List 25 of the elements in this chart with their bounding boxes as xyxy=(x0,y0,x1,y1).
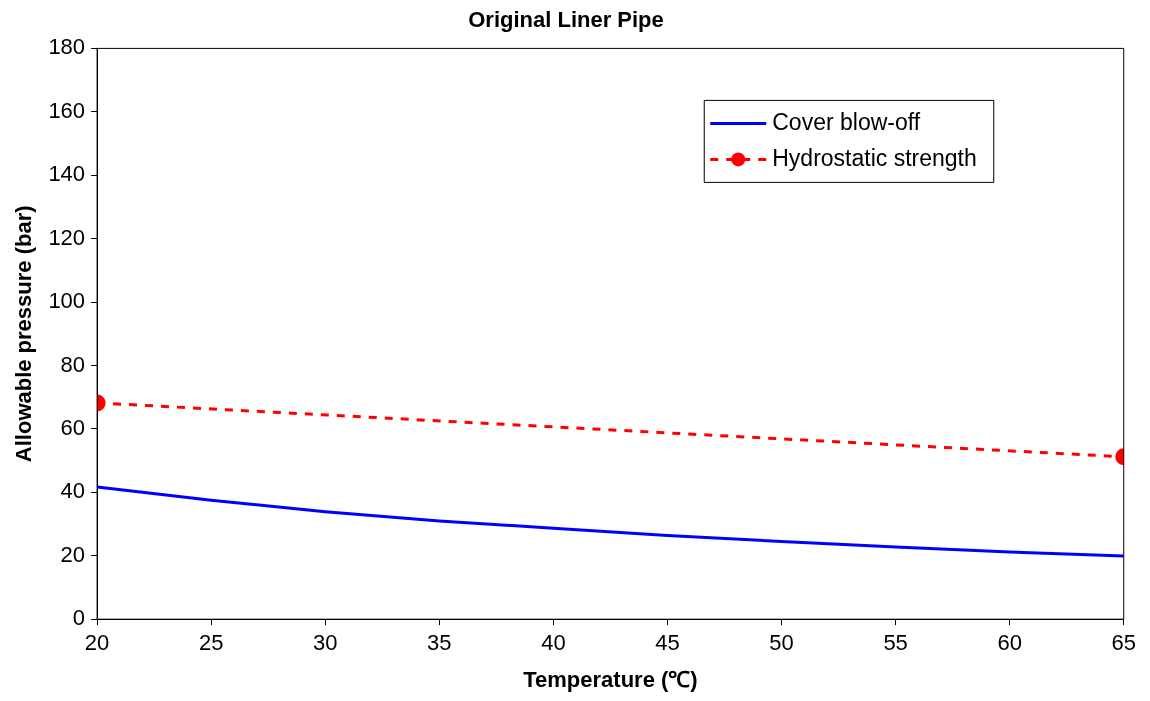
x-tick-label: 35 xyxy=(427,630,452,656)
y-tick-label: 140 xyxy=(48,161,86,187)
legend-label: Hydrostatic strength xyxy=(772,144,977,171)
y-tick-label: 20 xyxy=(60,541,86,567)
x-axis-title: Temperature (℃) xyxy=(523,666,698,692)
y-tick-label: 0 xyxy=(72,605,86,631)
y-tick-label: 40 xyxy=(60,478,86,504)
x-tick-label: 25 xyxy=(198,630,224,656)
x-tick-label: 55 xyxy=(883,630,908,656)
x-tick-label: 50 xyxy=(769,630,794,656)
x-tick-label: 65 xyxy=(1111,630,1137,656)
x-tick-label: 20 xyxy=(84,630,110,656)
y-tick-label: 120 xyxy=(48,224,86,250)
y-tick-label: 100 xyxy=(48,288,86,314)
y-axis-title: Allowable pressure (bar) xyxy=(11,205,37,463)
legend-label: Cover blow-off xyxy=(772,108,921,135)
x-tick-label: 30 xyxy=(313,630,338,656)
chart-title: Original Liner Pipe xyxy=(468,7,664,33)
y-tick-label: 180 xyxy=(48,34,86,60)
x-tick-label: 45 xyxy=(655,630,680,656)
x-tick-label: 60 xyxy=(997,630,1022,656)
y-tick-label: 160 xyxy=(48,97,86,123)
y-tick-label: 60 xyxy=(60,415,86,440)
y-tick-label: 80 xyxy=(60,351,86,377)
x-tick-label: 40 xyxy=(541,630,566,656)
